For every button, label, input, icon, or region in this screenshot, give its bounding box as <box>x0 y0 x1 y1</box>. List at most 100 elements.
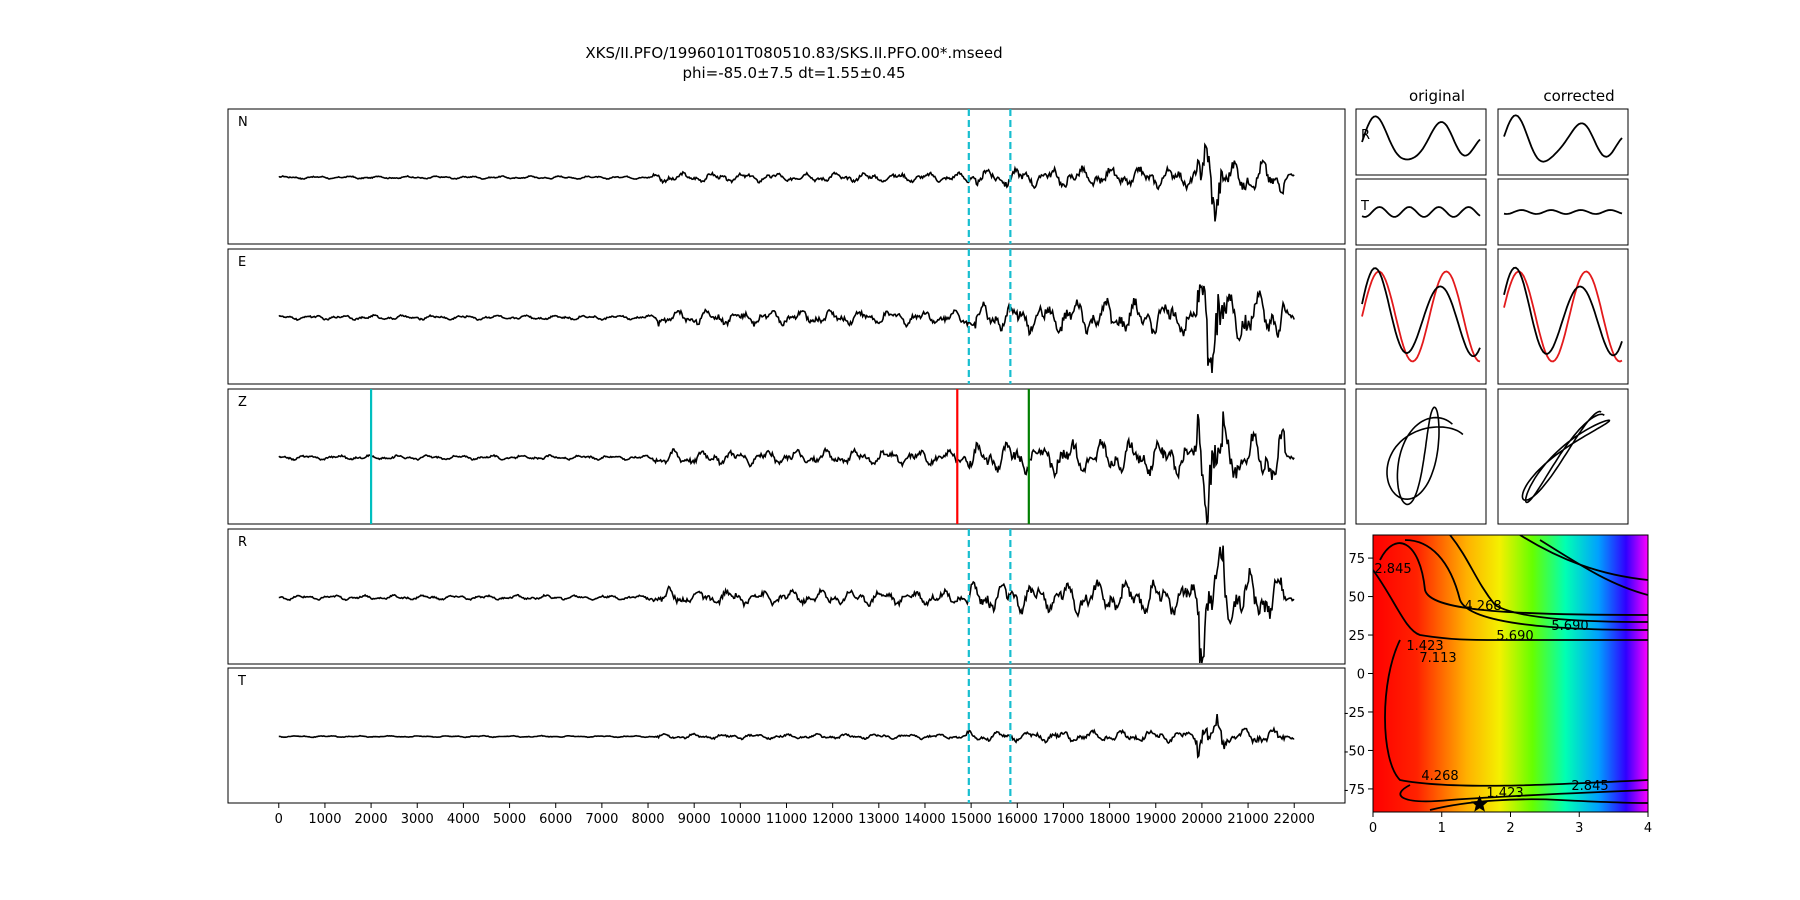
x-tick-label: 11000 <box>766 812 807 827</box>
corrected-frame-4 <box>1497 388 1629 525</box>
corrected-transverse-trace <box>1503 209 1623 215</box>
error-x-tick-label: 0 <box>1369 821 1377 836</box>
corrected-panel-2 <box>1497 178 1629 246</box>
x-tick-label: 17000 <box>1043 812 1084 827</box>
original-radial-trace <box>1361 115 1481 161</box>
contour-label: 2.845 <box>1571 779 1608 794</box>
original-predicted-trace <box>1361 270 1481 363</box>
waveform-trace-z <box>278 411 1295 526</box>
x-tick-label: 19000 <box>1135 812 1176 827</box>
error-y-tick-label: -50 <box>1344 744 1365 759</box>
waveform-frame-r <box>227 528 1346 665</box>
error-y-tick-label: 75 <box>1348 552 1365 567</box>
waveform-trace-t <box>278 714 1295 759</box>
error-y-tick-label: 25 <box>1348 629 1365 644</box>
x-tick-label: 3000 <box>401 812 434 827</box>
x-tick-label: 18000 <box>1089 812 1130 827</box>
x-tick-label: 21000 <box>1227 812 1268 827</box>
corrected-column-title: corrected <box>1543 87 1614 105</box>
waveform-panel-t: T <box>227 667 1346 804</box>
x-tick-label: 22000 <box>1274 812 1315 827</box>
waveform-label-t: T <box>237 674 246 689</box>
waveform-label-n: N <box>238 115 248 130</box>
corrected-frame-1 <box>1497 108 1629 176</box>
original-observed-trace <box>1361 267 1481 358</box>
contour-label: 5.690 <box>1551 619 1588 634</box>
corrected-particle-motion <box>1521 410 1611 504</box>
figure-title: XKS/II.PFO/19960101T080510.83/SKS.II.PFO… <box>585 44 1002 62</box>
contour-line <box>1449 535 1648 623</box>
waveform-label-r: R <box>238 535 247 550</box>
contour-line <box>1373 569 1648 641</box>
contour-line <box>1384 639 1648 787</box>
waveform-x-axis: 0 1000 2000 3000 4000 5000 6000 7000 8000 9000 100… <box>275 803 1315 827</box>
small-panel-label-r: R <box>1361 128 1370 143</box>
error-y-tick-label: -75 <box>1344 783 1365 798</box>
figure-subtitle: phi=-85.0±7.5 dt=1.55±0.45 <box>682 64 905 82</box>
original-transverse-trace <box>1361 206 1481 218</box>
waveform-panel-e: E <box>227 248 1346 385</box>
corrected-panel-1 <box>1497 108 1629 176</box>
x-tick-label: 8000 <box>631 812 664 827</box>
waveform-label-z: Z <box>238 395 247 410</box>
minimum-star-icon <box>1471 795 1489 812</box>
x-tick-label: 6000 <box>539 812 572 827</box>
contour-label: 4.268 <box>1464 599 1501 614</box>
original-particle-motion <box>1386 406 1464 506</box>
contour-label: 1.423 <box>1486 786 1523 801</box>
error-x-tick-label: 2 <box>1506 821 1514 836</box>
x-tick-label: 10000 <box>720 812 761 827</box>
x-tick-label: 4000 <box>447 812 480 827</box>
error-surface-axes: 0 1 2 3 4 75 50 25 0 -25 -50 -75 <box>1344 552 1652 836</box>
x-tick-label: 20000 <box>1181 812 1222 827</box>
original-panel-2 <box>1355 178 1487 246</box>
x-tick-label: 1000 <box>308 812 341 827</box>
error-surface-contours: 1.423 2.845 4.268 5.690 7.113 2.845 4.268 1.423… <box>1373 535 1648 812</box>
error-x-tick-label: 1 <box>1438 821 1446 836</box>
corrected-radial-trace <box>1503 114 1623 163</box>
error-x-tick-label: 3 <box>1575 821 1583 836</box>
x-tick-label: 14000 <box>904 812 945 827</box>
waveform-panel-z: Z <box>227 388 1346 526</box>
contour-label: 5.690 <box>1496 629 1533 644</box>
x-tick-label: 9000 <box>678 812 711 827</box>
waveform-panels: N E Z R T <box>227 108 1346 804</box>
corrected-predicted-trace <box>1503 270 1623 363</box>
contour-line <box>1404 539 1648 631</box>
contour-line <box>1379 542 1648 616</box>
corrected-panel-3 <box>1497 248 1629 385</box>
original-frame-1 <box>1355 108 1487 176</box>
x-tick-label: 5000 <box>493 812 526 827</box>
error-surface-panel: 1.423 2.845 4.268 5.690 7.113 2.845 4.268 1.423… <box>1372 534 1649 813</box>
x-tick-label: 15000 <box>950 812 991 827</box>
waveform-frame-e <box>227 248 1346 385</box>
original-frame-3 <box>1355 248 1487 385</box>
original-panel-1 <box>1355 108 1487 176</box>
corrected-frame-2 <box>1497 178 1629 246</box>
error-y-tick-label: -25 <box>1344 706 1365 721</box>
contour-line <box>1399 784 1648 803</box>
waveform-trace-e <box>278 284 1295 374</box>
corrected-frame-3 <box>1497 248 1629 385</box>
waveform-frame-z <box>227 388 1346 525</box>
particle-motion-panels <box>1355 108 1629 525</box>
corrected-observed-trace <box>1503 266 1623 357</box>
error-y-tick-label: 0 <box>1357 668 1365 683</box>
contour-label: 7.113 <box>1419 651 1456 666</box>
small-panel-label-t: T <box>1360 199 1369 214</box>
error-surface-heatmap <box>1373 535 1648 812</box>
original-frame-2 <box>1355 178 1487 246</box>
x-tick-label: 16000 <box>997 812 1038 827</box>
contour-line <box>1539 539 1648 596</box>
error-y-tick-label: 50 <box>1348 591 1365 606</box>
waveform-frame-n <box>227 108 1346 245</box>
contour-label: 2.845 <box>1374 562 1411 577</box>
x-tick-label: 0 <box>275 812 283 827</box>
x-tick-label: 7000 <box>585 812 618 827</box>
waveform-trace-r <box>278 545 1295 664</box>
original-column-title: original <box>1409 87 1465 105</box>
original-panel-3 <box>1355 248 1487 385</box>
original-frame-4 <box>1355 388 1487 525</box>
contour-label: 4.268 <box>1421 769 1458 784</box>
